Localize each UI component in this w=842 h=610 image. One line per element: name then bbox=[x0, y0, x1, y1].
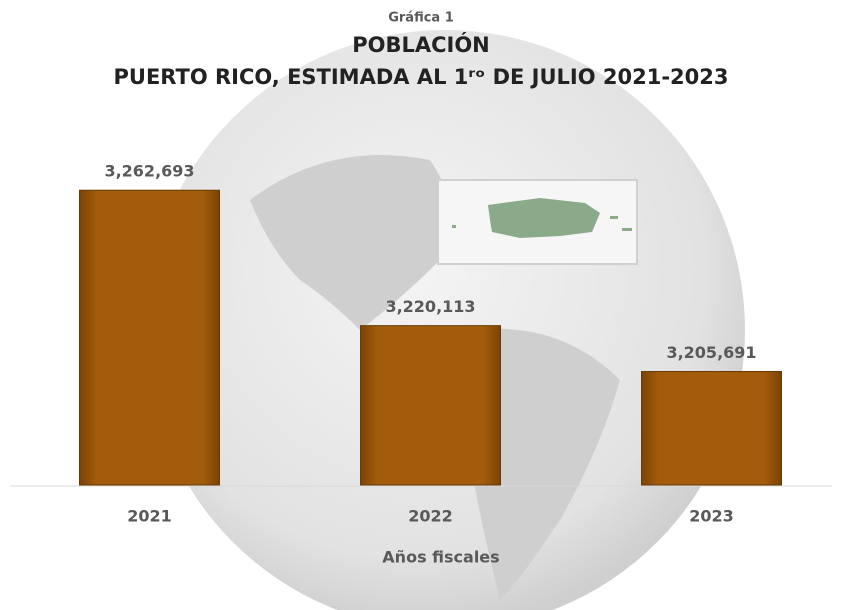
chart-subtitle: Gráfica 1 bbox=[388, 11, 454, 26]
bar bbox=[641, 371, 782, 486]
globe-background bbox=[145, 30, 745, 610]
chart-title: POBLACIÓN bbox=[352, 32, 490, 57]
x-tick-label: 2023 bbox=[689, 507, 734, 526]
x-tick-label: 2022 bbox=[408, 507, 453, 526]
bar bbox=[360, 325, 501, 486]
data-label: 3,262,693 bbox=[104, 162, 194, 181]
x-tick-label: 2021 bbox=[127, 507, 172, 526]
bar bbox=[79, 189, 220, 486]
x-axis-label: Años fiscales bbox=[382, 548, 499, 567]
data-label: 3,220,113 bbox=[385, 297, 475, 316]
data-label: 3,205,691 bbox=[666, 343, 756, 362]
chart-title-line2: PUERTO RICO, ESTIMADA AL 1ʳᵒ DE JULIO 20… bbox=[114, 65, 729, 89]
